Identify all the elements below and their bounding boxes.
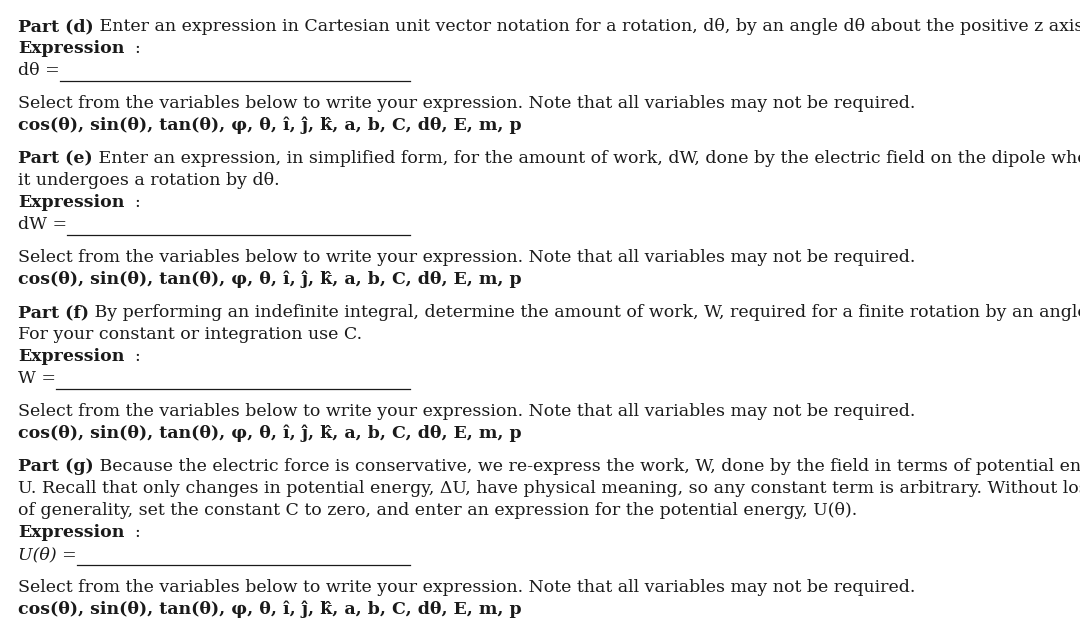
- Text: :: :: [124, 40, 141, 57]
- Text: Enter an expression, in simplified form, for the amount of work, dW, done by the: Enter an expression, in simplified form,…: [93, 150, 1080, 167]
- Text: :: :: [124, 194, 141, 211]
- Text: Because the electric force is conservative, we re-express the work, W, done by t: Because the electric force is conservati…: [94, 458, 1080, 475]
- Text: of generality, set the constant C to zero, and enter an expression for the poten: of generality, set the constant C to zer…: [18, 502, 858, 519]
- Text: cos(θ), sin(θ), tan(θ), φ, θ, î, ĵ, k̂, a, b, C, dθ, E, m, p: cos(θ), sin(θ), tan(θ), φ, θ, î, ĵ, k̂, …: [18, 271, 522, 288]
- Text: cos(θ), sin(θ), tan(θ), φ, θ, î, ĵ, k̂, a, b, C, dθ, E, m, p: cos(θ), sin(θ), tan(θ), φ, θ, î, ĵ, k̂, …: [18, 117, 522, 134]
- Text: it undergoes a rotation by dθ.: it undergoes a rotation by dθ.: [18, 172, 280, 189]
- Text: U(θ) =: U(θ) =: [18, 546, 77, 563]
- Text: Expression: Expression: [18, 40, 124, 57]
- Text: Part (f): Part (f): [18, 304, 89, 321]
- Text: Select from the variables below to write your expression. Note that all variable: Select from the variables below to write…: [18, 95, 916, 112]
- Text: Part (e): Part (e): [18, 150, 93, 167]
- Text: For your constant or integration use C.: For your constant or integration use C.: [18, 326, 362, 343]
- Text: Select from the variables below to write your expression. Note that all variable: Select from the variables below to write…: [18, 249, 916, 266]
- Text: Expression: Expression: [18, 348, 124, 365]
- Text: :: :: [124, 524, 141, 541]
- Text: Select from the variables below to write your expression. Note that all variable: Select from the variables below to write…: [18, 579, 916, 596]
- Text: Select from the variables below to write your expression. Note that all variable: Select from the variables below to write…: [18, 403, 916, 420]
- Text: dW =: dW =: [18, 216, 67, 233]
- Text: By performing an indefinite integral, determine the amount of work, W, required : By performing an indefinite integral, de…: [89, 304, 1080, 321]
- Text: U. Recall that only changes in potential energy, ΔU, have physical meaning, so a: U. Recall that only changes in potential…: [18, 480, 1080, 497]
- Text: Part (g): Part (g): [18, 458, 94, 475]
- Text: Enter an expression in Cartesian unit vector notation for a rotation, dθ, by an : Enter an expression in Cartesian unit ve…: [94, 18, 1080, 35]
- Text: Expression: Expression: [18, 194, 124, 211]
- Text: Expression: Expression: [18, 524, 124, 541]
- Text: W =: W =: [18, 370, 56, 387]
- Text: cos(θ), sin(θ), tan(θ), φ, θ, î, ĵ, k̂, a, b, C, dθ, E, m, p: cos(θ), sin(θ), tan(θ), φ, θ, î, ĵ, k̂, …: [18, 601, 522, 619]
- Text: Part (d): Part (d): [18, 18, 94, 35]
- Text: cos(θ), sin(θ), tan(θ), φ, θ, î, ĵ, k̂, a, b, C, dθ, E, m, p: cos(θ), sin(θ), tan(θ), φ, θ, î, ĵ, k̂, …: [18, 425, 522, 443]
- Text: :: :: [124, 348, 141, 365]
- Text: dθ =: dθ =: [18, 62, 59, 79]
